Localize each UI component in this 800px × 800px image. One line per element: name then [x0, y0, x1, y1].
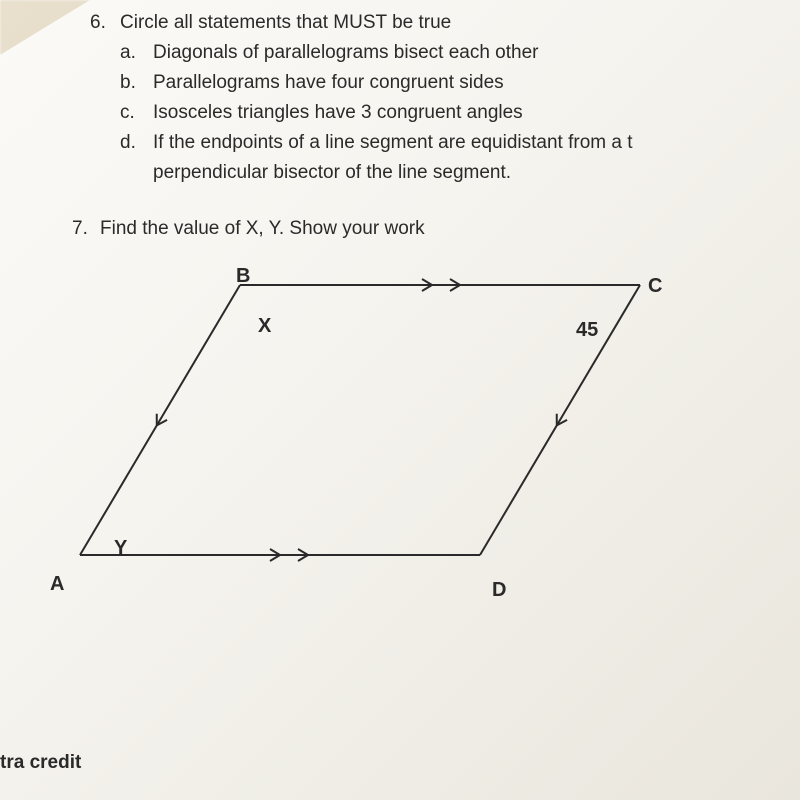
q6-option-b-letter: b. [120, 72, 136, 94]
q6-stem: Circle all statements that MUST be true [120, 12, 451, 34]
q6-option-c: Isosceles triangles have 3 congruent ang… [153, 102, 523, 124]
footer-extra-credit: tra credit [0, 752, 81, 774]
angle-label-Y: Y [114, 537, 127, 560]
angle-label-45: 45 [576, 319, 598, 342]
vertex-label-B: B [236, 265, 250, 288]
q6-option-d-letter: d. [120, 132, 136, 154]
q6-option-d-line1: If the endpoints of a line segment are e… [153, 132, 790, 154]
vertex-label-D: D [492, 579, 506, 602]
worksheet-page: 6. Circle all statements that MUST be tr… [0, 0, 800, 30]
q6-option-d-line2: perpendicular bisector of the line segme… [153, 162, 511, 184]
parallelogram-svg [40, 265, 680, 585]
q7-number: 7. [72, 218, 88, 240]
q6-option-a: Diagonals of parallelograms bisect each … [153, 42, 539, 64]
parallelogram-diagram: A B C D X Y 45 [40, 265, 680, 585]
q6-option-a-letter: a. [120, 42, 136, 64]
angle-label-X: X [258, 315, 271, 338]
q6-option-b: Parallelograms have four congruent sides [153, 72, 504, 94]
q6-option-c-letter: c. [120, 102, 135, 124]
vertex-label-A: A [50, 573, 64, 596]
vertex-label-C: C [648, 275, 662, 298]
q6-number: 6. [90, 12, 106, 34]
q7-stem: Find the value of X, Y. Show your work [100, 218, 425, 240]
